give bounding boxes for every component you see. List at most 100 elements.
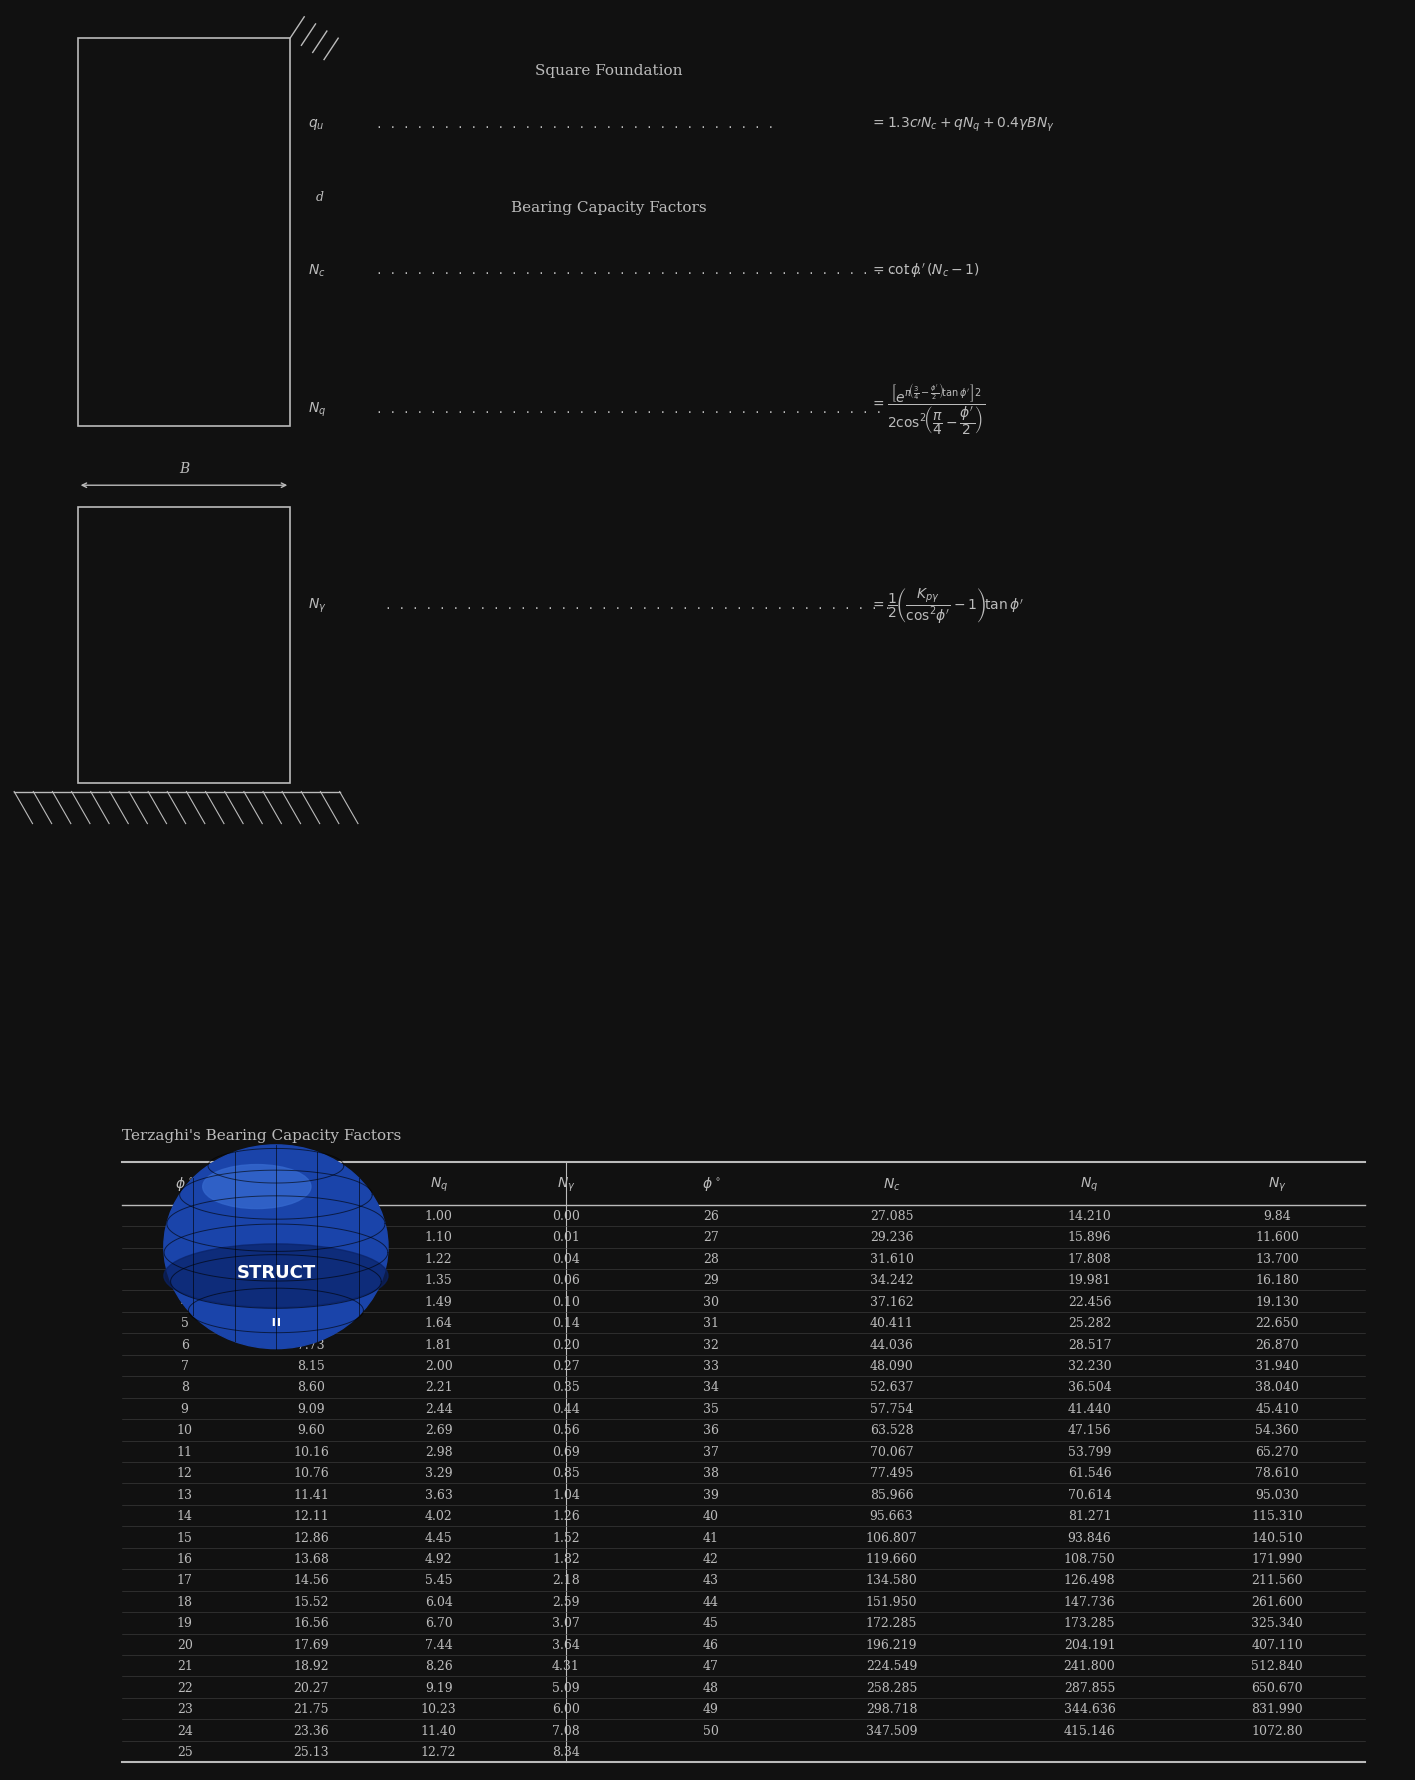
- Text: 172.285: 172.285: [866, 1616, 917, 1629]
- Text: 7.73: 7.73: [297, 1339, 325, 1351]
- Text: 2.59: 2.59: [552, 1595, 580, 1607]
- Text: $N_q$: $N_q$: [308, 400, 327, 418]
- Text: 12.72: 12.72: [420, 1744, 457, 1759]
- Text: $N_\gamma$: $N_\gamma$: [308, 596, 327, 614]
- Text: 5.70: 5.70: [297, 1209, 325, 1223]
- Text: 224.549: 224.549: [866, 1659, 917, 1671]
- Text: 17.69: 17.69: [293, 1638, 330, 1650]
- Text: 1.00: 1.00: [424, 1209, 453, 1223]
- Text: $N_q$: $N_q$: [1081, 1175, 1098, 1193]
- Text: 40.411: 40.411: [869, 1317, 914, 1330]
- Text: 106.807: 106.807: [866, 1531, 917, 1543]
- Text: 32.230: 32.230: [1068, 1360, 1111, 1372]
- Text: 70.614: 70.614: [1068, 1488, 1111, 1501]
- Text: $= 1.3c\prime N_c + qN_q + 0.4\gamma BN_\gamma$: $= 1.3c\prime N_c + qN_q + 0.4\gamma BN_…: [870, 116, 1056, 134]
- Text: 0.44: 0.44: [552, 1403, 580, 1415]
- Text: 12.11: 12.11: [293, 1509, 330, 1522]
- Text: 49: 49: [703, 1702, 719, 1716]
- Text: 7: 7: [181, 1360, 188, 1372]
- Text: 50: 50: [703, 1723, 719, 1737]
- Text: 16: 16: [177, 1552, 192, 1565]
- Text: 0.04: 0.04: [552, 1251, 580, 1266]
- Text: $\phi^\circ$: $\phi^\circ$: [175, 1175, 194, 1193]
- Text: 40: 40: [703, 1509, 719, 1522]
- Text: Bearing Capacity Factors: Bearing Capacity Factors: [511, 201, 706, 215]
- Text: 298.718: 298.718: [866, 1702, 917, 1716]
- Text: 54.360: 54.360: [1255, 1424, 1299, 1436]
- Text: 85.966: 85.966: [870, 1488, 913, 1501]
- Text: 26.870: 26.870: [1255, 1339, 1299, 1351]
- Text: 0.85: 0.85: [552, 1467, 580, 1479]
- Text: $N_\gamma$: $N_\gamma$: [556, 1175, 576, 1193]
- Text: 407.110: 407.110: [1251, 1638, 1303, 1650]
- Text: 4.31: 4.31: [552, 1659, 580, 1671]
- Text: 44.036: 44.036: [869, 1339, 914, 1351]
- Text: 6: 6: [181, 1339, 188, 1351]
- Text: 9.09: 9.09: [297, 1403, 325, 1415]
- Text: 325.340: 325.340: [1251, 1616, 1303, 1629]
- Text: 108.750: 108.750: [1064, 1552, 1115, 1565]
- Text: 1.26: 1.26: [552, 1509, 580, 1522]
- Text: 12: 12: [177, 1467, 192, 1479]
- Text: 20: 20: [177, 1638, 192, 1650]
- Text: 3.29: 3.29: [424, 1467, 453, 1479]
- Text: 41.440: 41.440: [1067, 1403, 1112, 1415]
- Text: $\phi^\circ$: $\phi^\circ$: [702, 1175, 720, 1193]
- Text: 39: 39: [703, 1488, 719, 1501]
- Text: 47: 47: [703, 1659, 719, 1671]
- Text: 1.81: 1.81: [424, 1339, 453, 1351]
- Text: 13.700: 13.700: [1255, 1251, 1299, 1266]
- Text: $N_\gamma$: $N_\gamma$: [1268, 1175, 1286, 1193]
- Text: 8.26: 8.26: [424, 1659, 453, 1671]
- Text: 0.20: 0.20: [552, 1339, 580, 1351]
- Text: 147.736: 147.736: [1064, 1595, 1115, 1607]
- Text: 0.56: 0.56: [552, 1424, 580, 1436]
- Text: 11.40: 11.40: [420, 1723, 457, 1737]
- Text: 52.637: 52.637: [870, 1381, 913, 1394]
- Text: 1072.80: 1072.80: [1251, 1723, 1303, 1737]
- Text: ": ": [269, 1317, 283, 1344]
- Text: 22.650: 22.650: [1255, 1317, 1299, 1330]
- Text: 21.75: 21.75: [293, 1702, 330, 1716]
- Text: 4.02: 4.02: [424, 1509, 453, 1522]
- Text: 11: 11: [177, 1445, 192, 1458]
- Text: 48.090: 48.090: [870, 1360, 913, 1372]
- Text: 6.70: 6.70: [424, 1616, 453, 1629]
- Text: 10.23: 10.23: [420, 1702, 457, 1716]
- Text: 22: 22: [177, 1680, 192, 1695]
- Text: 21: 21: [177, 1659, 192, 1671]
- Text: 24: 24: [177, 1723, 192, 1737]
- Text: Square Foundation: Square Foundation: [535, 64, 682, 78]
- Text: 2.98: 2.98: [424, 1445, 453, 1458]
- Text: 0.00: 0.00: [552, 1209, 580, 1223]
- Text: 2.44: 2.44: [424, 1403, 453, 1415]
- Text: 53.799: 53.799: [1068, 1445, 1111, 1458]
- Text: 0.10: 0.10: [552, 1296, 580, 1308]
- Text: 173.285: 173.285: [1064, 1616, 1115, 1629]
- Text: 29: 29: [703, 1273, 719, 1287]
- Text: 1: 1: [181, 1230, 188, 1244]
- Text: 33: 33: [703, 1360, 719, 1372]
- Text: 31.940: 31.940: [1255, 1360, 1299, 1372]
- Text: 38: 38: [703, 1467, 719, 1479]
- Text: 11.600: 11.600: [1255, 1230, 1299, 1244]
- Text: 7.44: 7.44: [424, 1638, 453, 1650]
- Text: $= \dfrac{1}{2}\!\left(\dfrac{K_{p\gamma}}{\cos^2\!\phi^\prime} - 1\right)\!\tan: $= \dfrac{1}{2}\!\left(\dfrac{K_{p\gamma…: [870, 586, 1024, 625]
- Text: $q_u$: $q_u$: [308, 117, 325, 132]
- Text: 6.00: 6.00: [297, 1230, 325, 1244]
- Text: 1.64: 1.64: [424, 1317, 453, 1330]
- Text: 45: 45: [703, 1616, 719, 1629]
- Text: 20.27: 20.27: [293, 1680, 330, 1695]
- Text: 61.546: 61.546: [1068, 1467, 1111, 1479]
- Text: 25.282: 25.282: [1068, 1317, 1111, 1330]
- Text: d: d: [316, 190, 324, 205]
- Text: 46: 46: [703, 1638, 719, 1650]
- Text: 258.285: 258.285: [866, 1680, 917, 1695]
- Text: 77.495: 77.495: [870, 1467, 913, 1479]
- Text: 43: 43: [703, 1574, 719, 1586]
- Text: 6.30: 6.30: [297, 1251, 325, 1266]
- Text: 5.09: 5.09: [552, 1680, 580, 1695]
- Text: 26: 26: [703, 1209, 719, 1223]
- Text: 25: 25: [177, 1744, 192, 1759]
- Text: $N_c$: $N_c$: [883, 1175, 900, 1193]
